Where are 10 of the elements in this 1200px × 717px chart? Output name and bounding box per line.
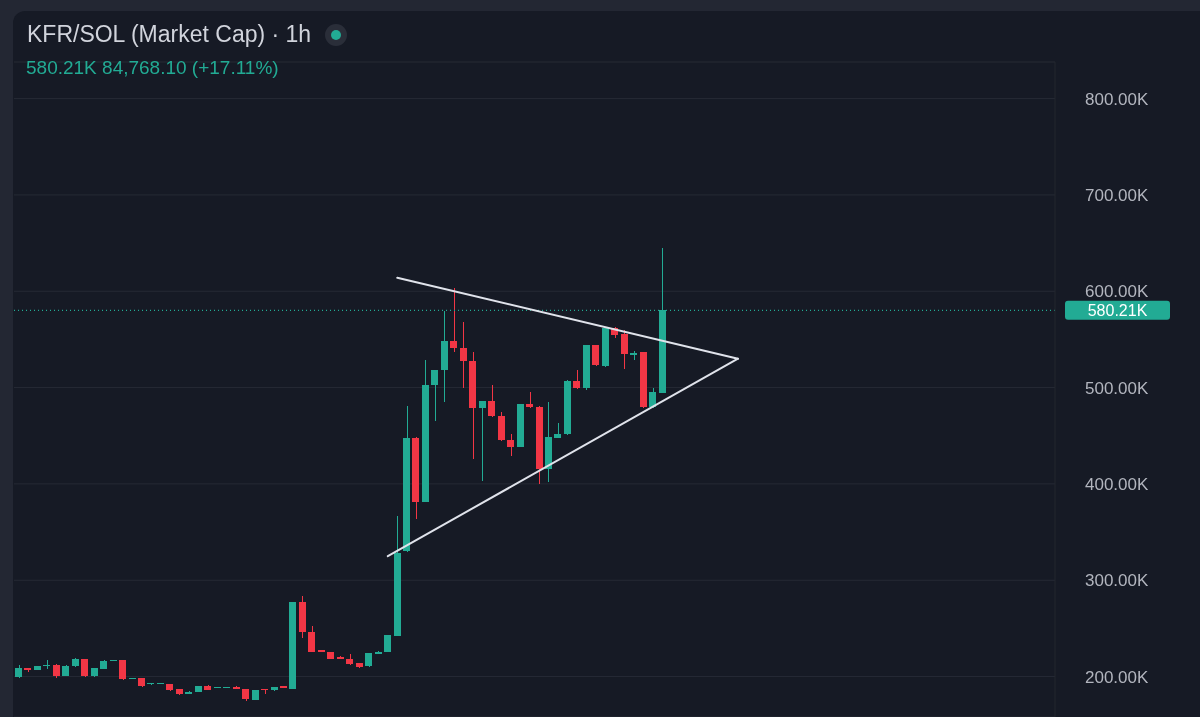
y-tick-label: 700.00K [1085,185,1149,205]
ref-line-label: 580.21K [1087,301,1148,319]
chart-subtitle: 580.21K 84,768.10 (+17.11%) [26,57,279,79]
y-tick-label: 600.00K [1085,282,1149,302]
y-tick-label: 800.00K [1085,89,1149,109]
y-tick-label: 400.00K [1085,474,1149,494]
y-tick-label: 200.00K [1085,667,1149,687]
y-tick-label: 300.00K [1085,571,1149,591]
y-tick-label: 500.00K [1085,378,1149,398]
chart-title: KFR/SOL (Market Cap) · 1h [27,21,312,48]
